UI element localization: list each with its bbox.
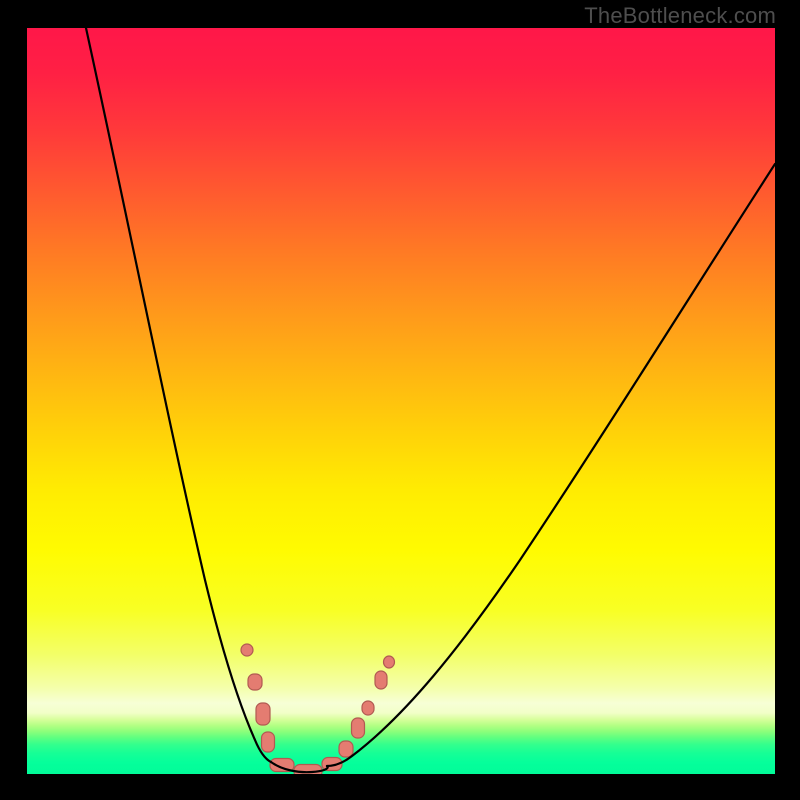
curve-marker (262, 732, 275, 752)
curve-marker (241, 644, 253, 656)
curve-marker (339, 741, 353, 757)
curve-marker (352, 718, 365, 738)
curve-marker (256, 703, 270, 725)
watermark-text: TheBottleneck.com (584, 3, 776, 29)
curve-right-branch (327, 164, 775, 766)
curve-marker (375, 671, 387, 689)
curve-marker (384, 656, 395, 668)
chart-frame: TheBottleneck.com (0, 0, 800, 800)
curve-marker (362, 701, 374, 715)
curve-marker (248, 674, 262, 690)
bottleneck-curve (0, 0, 800, 800)
